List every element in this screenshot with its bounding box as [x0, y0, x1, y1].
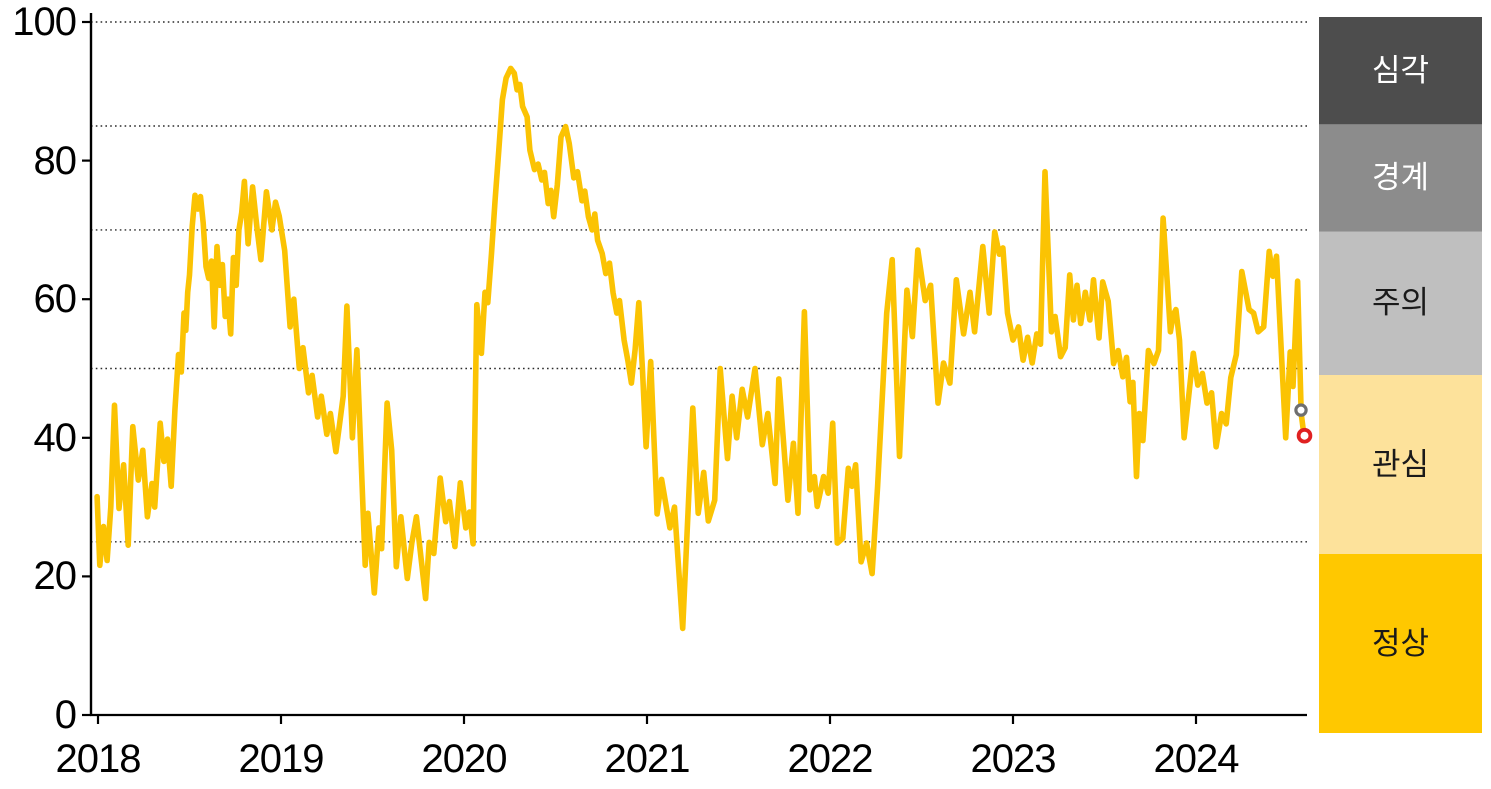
y-axis-label-100: 100	[12, 0, 77, 44]
legend-zone-4	[1319, 375, 1482, 554]
y-axis-label-40: 40	[33, 416, 78, 460]
y-axis-label-60: 60	[33, 277, 78, 321]
legend-zone-3	[1319, 231, 1482, 375]
x-axis-label-2020: 2020	[421, 737, 508, 781]
legend-zone-label-5: 정상	[1371, 626, 1430, 661]
legend-zone-5	[1319, 554, 1482, 733]
y-axis-label-80: 80	[33, 139, 78, 183]
legend-zone-label-3: 주의	[1371, 285, 1430, 320]
latest-value-marker	[1296, 427, 1313, 444]
x-axis-label-2021: 2021	[604, 737, 691, 781]
legend-zone-label-4: 관심	[1371, 447, 1430, 482]
legend-zone-label-1: 심각	[1371, 53, 1430, 88]
x-axis-label-2024: 2024	[1153, 737, 1240, 781]
index-line	[94, 65, 1307, 632]
x-axis-label-2018: 2018	[55, 737, 142, 781]
y-axis-label-0: 0	[54, 693, 77, 737]
x-axis-label-2019: 2019	[238, 737, 325, 781]
legend-zone-2	[1319, 124, 1482, 232]
legend-zone-label-2: 경계	[1371, 160, 1430, 195]
legend-zone-1	[1319, 17, 1482, 125]
y-axis-label-20: 20	[33, 554, 78, 598]
x-axis-label-2022: 2022	[787, 737, 874, 781]
x-axis-label-2023: 2023	[970, 737, 1057, 781]
previous-value-marker	[1294, 403, 1308, 417]
